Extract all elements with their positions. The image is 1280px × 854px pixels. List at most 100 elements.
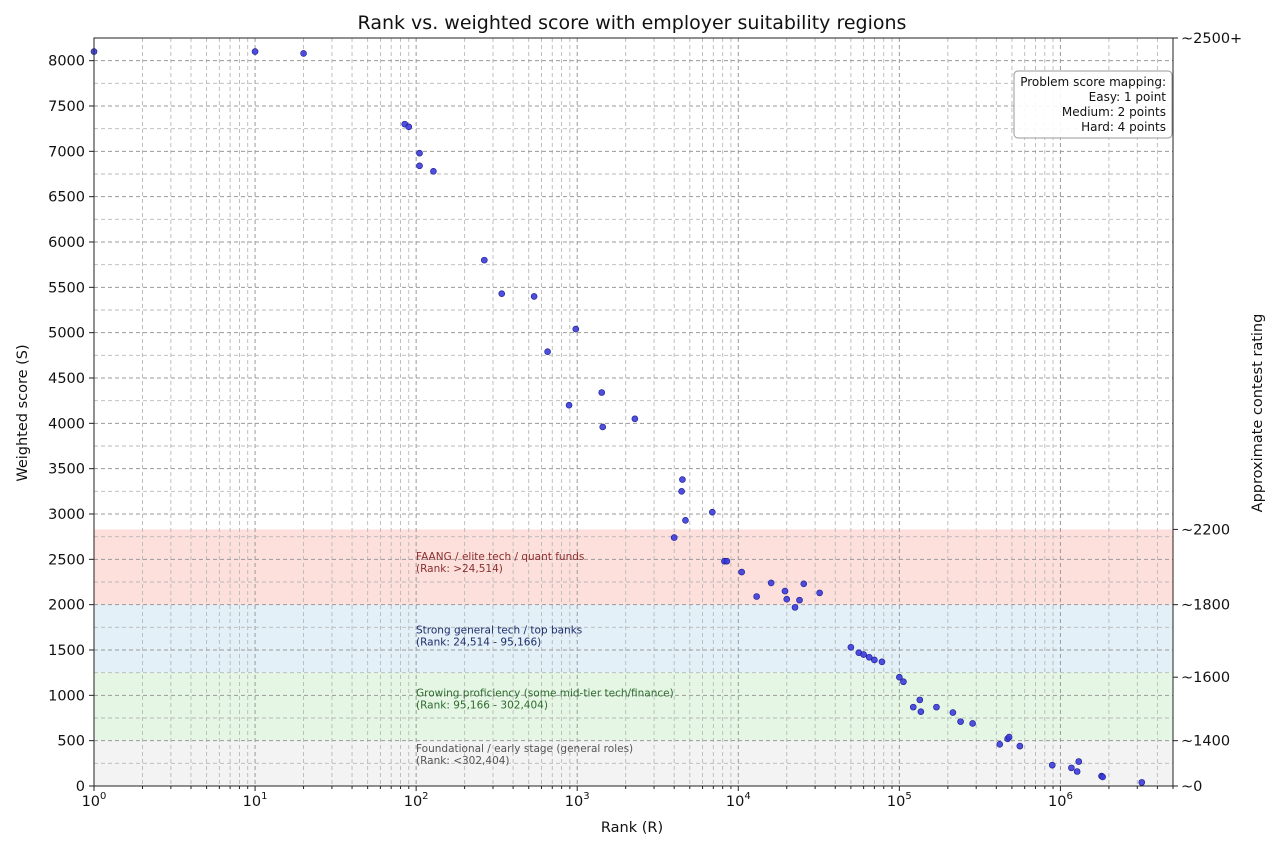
employer-regions (94, 529, 1173, 786)
y-tick-label: 3000 (48, 507, 85, 523)
data-point (871, 656, 878, 664)
data-point (1099, 773, 1106, 781)
region-sublabel: (Rank: 24,514 - 95,166) (416, 637, 541, 649)
data-point (1016, 742, 1024, 750)
data-point (996, 740, 1004, 748)
data-point (679, 476, 686, 483)
x-tick-label: 103 (565, 791, 590, 810)
x-axis-label: Rank (R) (601, 820, 663, 836)
data-point (572, 325, 580, 333)
data-point (544, 348, 551, 356)
data-point (783, 595, 791, 603)
x-tick-label: 102 (404, 791, 429, 810)
region-label: Growing proficiency (some mid-tier tech/… (416, 688, 674, 700)
region-label: Foundational / early stage (general role… (416, 743, 633, 755)
data-point (896, 673, 903, 681)
data-point (767, 579, 775, 587)
y-tick-label: 500 (57, 734, 85, 750)
data-point (865, 653, 873, 661)
region-label: Strong general tech / top banks (416, 625, 582, 637)
region-sublabel: (Rank: 95,166 - 302,404) (416, 700, 548, 712)
data-point (565, 401, 573, 409)
data-point (738, 568, 745, 576)
data-point (957, 718, 964, 725)
data-point (416, 162, 423, 170)
data-point (900, 678, 907, 686)
data-point (800, 580, 808, 588)
region-band (94, 604, 1173, 673)
y2-tick-label: ~2500+ (1181, 31, 1242, 47)
legend-line: Problem score mapping: (1020, 75, 1166, 89)
region-labels: FAANG / elite tech / quant funds(Rank: >… (416, 551, 674, 767)
data-point (933, 703, 940, 711)
region-band (94, 529, 1173, 605)
legend: Problem score mapping: Easy: 1 point Med… (1013, 70, 1173, 139)
y2-tick-label: ~2200 (1181, 522, 1230, 538)
plot-frame (93, 37, 1174, 787)
data-point (796, 596, 803, 604)
data-points (90, 48, 1146, 786)
data-point (917, 708, 925, 715)
y-tick-label: 7500 (48, 99, 85, 115)
y-tick-label: 8000 (48, 54, 85, 70)
x-axis-ticks: 100 101 102 103 104 105 106 (82, 786, 1174, 810)
data-point (1075, 758, 1083, 765)
legend-frame (1013, 70, 1173, 139)
x-tick-label: 104 (726, 791, 751, 810)
y-axis-ticks: 0 500 1000 1500 2000 2500 3000 3500 4000 4500 5000… (48, 54, 94, 795)
legend-line: Hard: 4 points (1081, 120, 1166, 134)
y-axis-label: Weighted score (S) (15, 344, 31, 481)
data-point (682, 517, 689, 524)
data-point (723, 557, 731, 565)
data-point (909, 703, 917, 711)
data-point (860, 651, 867, 658)
y-tick-label: 2000 (48, 598, 85, 614)
data-point (781, 587, 789, 595)
data-point (598, 389, 606, 396)
secondary-y-axis-ticks: ~0 ~1400 ~1600 ~1800 ~2200 ~2500+ (1173, 31, 1242, 795)
secondary-y-axis-label: Approximate contest rating (1250, 314, 1266, 513)
y-tick-label: 4000 (48, 416, 85, 432)
x-tick-label: 106 (1048, 791, 1073, 810)
data-point (405, 123, 413, 131)
y-tick-label: 2500 (48, 552, 85, 568)
data-point (251, 48, 259, 55)
legend-line: Medium: 2 points (1062, 105, 1166, 119)
data-point (949, 709, 957, 716)
data-point (847, 643, 855, 651)
data-point (791, 604, 799, 611)
data-point (753, 593, 760, 600)
y-tick-label: 1500 (48, 643, 85, 659)
grid-lines (93, 38, 1174, 786)
y-tick-label: 3500 (48, 462, 85, 478)
data-point (430, 167, 437, 175)
y2-tick-label: ~1400 (1181, 734, 1230, 750)
data-point (300, 50, 307, 57)
data-point (1048, 761, 1056, 769)
data-point (530, 293, 538, 300)
y-tick-label: 7000 (48, 144, 85, 160)
data-point (709, 508, 716, 516)
region-sublabel: (Rank: >24,514) (416, 563, 503, 575)
y2-tick-label: ~0 (1181, 779, 1202, 795)
data-point (1005, 733, 1013, 741)
y2-tick-label: ~1800 (1181, 598, 1230, 614)
data-point (416, 149, 423, 157)
data-point (1073, 768, 1081, 775)
y-tick-label: 5000 (48, 326, 85, 342)
data-point (498, 290, 506, 297)
region-band (94, 672, 1173, 741)
y-tick-label: 4500 (48, 371, 85, 387)
x-tick-label: 105 (887, 791, 912, 810)
chart-title: Rank vs. weighted score with employer su… (358, 12, 907, 34)
x-tick-label: 100 (82, 791, 107, 810)
data-point (878, 658, 886, 666)
data-point (599, 423, 607, 431)
legend-line: Easy: 1 point (1089, 90, 1167, 104)
region-label: FAANG / elite tech / quant funds (416, 551, 584, 563)
x-tick-label: 101 (243, 791, 268, 810)
data-point (631, 415, 639, 423)
data-point (1068, 764, 1075, 772)
data-point (816, 589, 823, 597)
